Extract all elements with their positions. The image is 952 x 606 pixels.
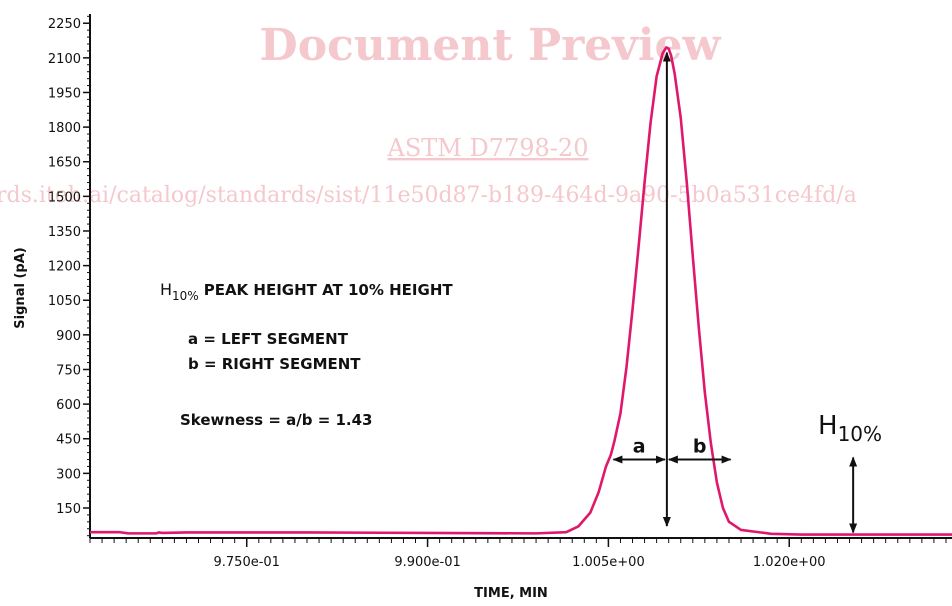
right-segment-label: b bbox=[693, 436, 707, 458]
h10-marker-sub: 10% bbox=[838, 422, 882, 446]
y-tick-label: 750 bbox=[56, 363, 81, 378]
left-segment-legend: a = LEFT SEGMENT bbox=[188, 330, 349, 348]
h10-marker-h: H bbox=[818, 411, 838, 441]
x-tick-label: 9.750e-01 bbox=[214, 555, 280, 570]
watermark-standard: ASTM D7798-20 bbox=[387, 134, 589, 162]
watermark: Document Preview ASTM D7798-20 rds.iteh.… bbox=[0, 20, 857, 208]
annotation-legend: H10% PEAK HEIGHT AT 10% HEIGHT a = LEFT S… bbox=[160, 280, 453, 429]
series-layer bbox=[90, 46, 952, 536]
signal-series-line bbox=[90, 46, 952, 536]
y-tick-label: 1200 bbox=[48, 260, 81, 275]
watermark-title: Document Preview bbox=[260, 20, 722, 71]
watermark-url: rds.iteh.ai/catalog/standards/sist/11e50… bbox=[0, 183, 857, 208]
x-axis-title: TIME, MIN bbox=[474, 586, 548, 601]
h10-marker-label: H10% bbox=[818, 411, 882, 446]
y-tick-label: 600 bbox=[56, 398, 81, 413]
annotation-arrows: a b H10% bbox=[612, 51, 882, 534]
right-segment-legend: b = RIGHT SEGMENT bbox=[188, 355, 361, 373]
y-tick-label: 1650 bbox=[48, 156, 81, 171]
x-tick-label: 9.900e-01 bbox=[394, 555, 460, 570]
x-tick-label: 1.020e+00 bbox=[753, 555, 826, 570]
y-tick-label: 1800 bbox=[48, 121, 81, 136]
y-axis-title: Signal (pA) bbox=[13, 247, 28, 328]
h10-legend: H10% PEAK HEIGHT AT 10% HEIGHT bbox=[160, 280, 453, 303]
y-tick-label: 1950 bbox=[48, 86, 81, 101]
skewness-label: Skewness = a/b = 1.43 bbox=[180, 411, 373, 429]
y-tick-label: 1350 bbox=[48, 225, 81, 240]
y-tick-label: 300 bbox=[56, 467, 81, 482]
y-tick-label: 2100 bbox=[48, 52, 81, 67]
left-segment-label: a bbox=[633, 436, 646, 458]
x-tick-label: 1.005e+00 bbox=[572, 555, 645, 570]
y-tick-label: 1500 bbox=[48, 190, 81, 205]
y-tick-label: 1050 bbox=[48, 294, 81, 309]
h10-legend-sub: 10% bbox=[172, 289, 199, 303]
tick-layer: 150 300 450 600 750 900 1050 1200 1350 1500 1650 18… bbox=[48, 15, 947, 570]
h10-legend-h: H bbox=[160, 280, 172, 299]
y-tick-label: 450 bbox=[56, 433, 81, 448]
y-tick-label: 900 bbox=[56, 329, 81, 344]
y-tick-label: 2250 bbox=[48, 17, 81, 32]
h10-legend-text: PEAK HEIGHT AT 10% HEIGHT bbox=[204, 281, 454, 299]
y-tick-label: 150 bbox=[56, 502, 81, 517]
